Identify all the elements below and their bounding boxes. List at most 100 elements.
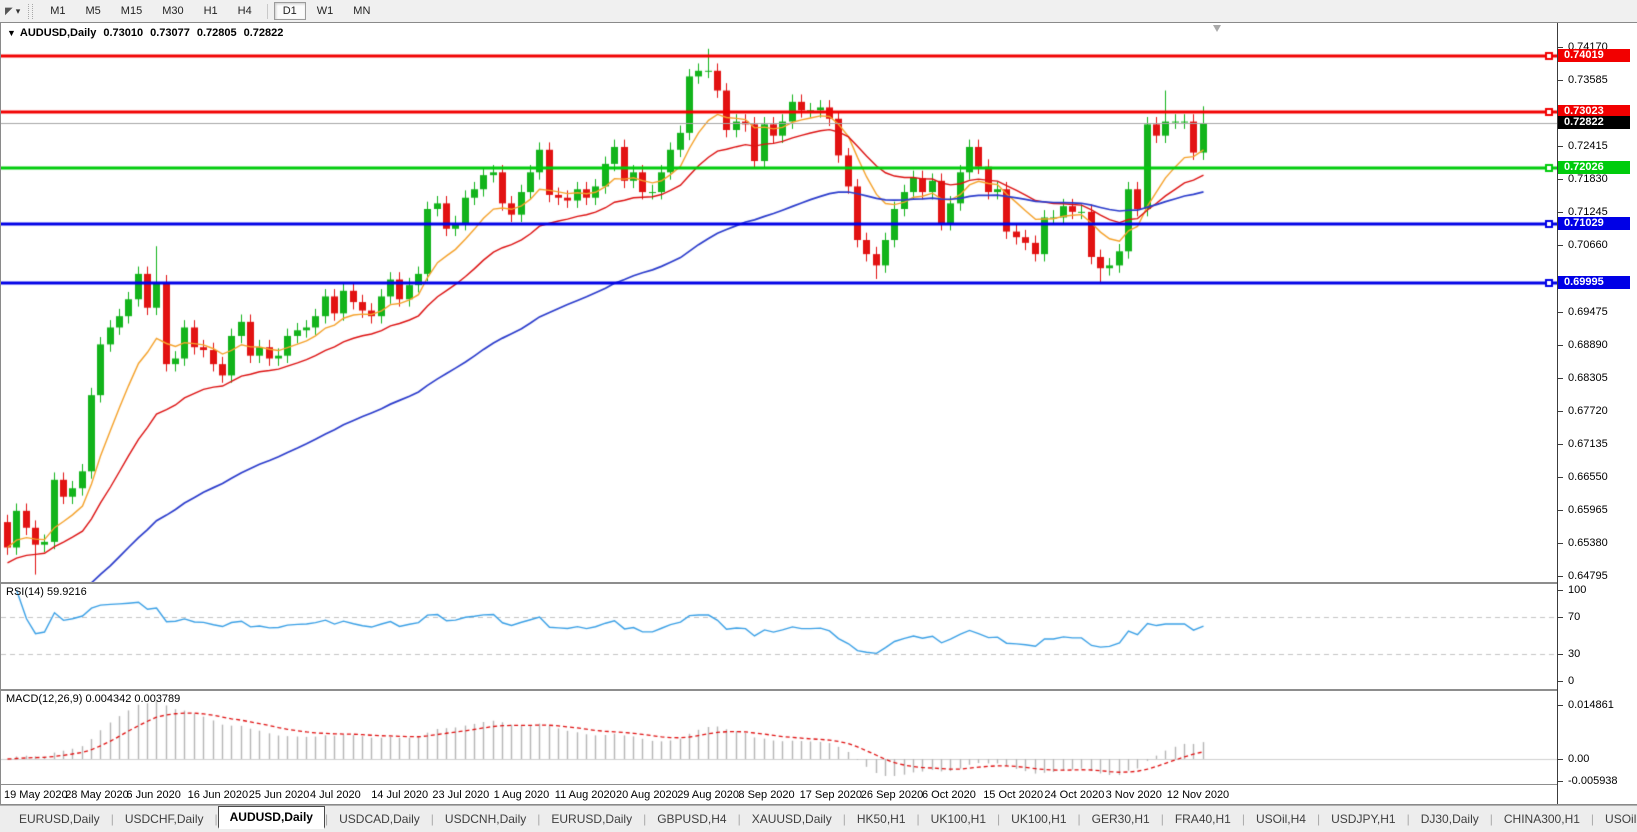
symbol-tab-gbpusd-h4[interactable]: GBPUSD,H4 (657, 812, 727, 826)
symbol-tab-usdjpy-h1[interactable]: USDJPY,H1 (1331, 812, 1396, 826)
price-axis-tickmark (1558, 146, 1563, 147)
date-axis-label: 6 Jun 2020 (126, 789, 181, 801)
cursor-tool-button[interactable]: ◤ ▾ (5, 6, 20, 17)
tab-separator: | (643, 812, 647, 826)
symbol-tab-usdchf-daily[interactable]: USDCHF,Daily (124, 812, 204, 826)
rsi-indicator-canvas[interactable] (1, 584, 1557, 691)
price-axis-tickmark (1558, 47, 1563, 48)
timeframe-button-m30[interactable]: M30 (162, 5, 184, 17)
rsi-axis-label: 0 (1568, 675, 1575, 687)
chart-window: ▼ AUDUSD,Daily 0.73010 0.73077 0.72805 0.7282… (0, 22, 1637, 805)
symbol-tab-eurusd-daily[interactable]: EURUSD,Daily (551, 812, 633, 826)
level-price-badge: 0.69995 (1558, 276, 1630, 289)
date-axis-label: 15 Oct 2020 (983, 789, 1044, 801)
collapse-chart-icon[interactable]: ▼ (7, 28, 16, 38)
symbol-tab-usdcnh-daily[interactable]: USDCNH,Daily (444, 812, 527, 826)
date-axis-label: 6 Oct 2020 (922, 789, 976, 801)
date-axis-label: 12 Nov 2020 (1166, 789, 1230, 801)
timeframe-button-m5[interactable]: M5 (85, 5, 101, 17)
price-axis-tickmark (1558, 245, 1563, 246)
symbol-tabbar: EURUSD,Daily | USDCHF,Daily | AUDUSD,Daily | U… (0, 805, 1637, 832)
price-axis-tick-label: 0.64795 (1568, 570, 1608, 582)
price-axis-tick-label: 0.73585 (1568, 74, 1608, 86)
symbol-tab-uk100-h1[interactable]: UK100,H1 (1011, 812, 1067, 826)
tab-separator: | (110, 812, 114, 826)
macd-axis-label: 0.00 (1568, 753, 1590, 765)
macd-indicator-canvas[interactable] (1, 691, 1557, 786)
price-chart-canvas[interactable] (1, 23, 1557, 584)
price-axis-tick-label: 0.67135 (1568, 438, 1608, 450)
macd-axis-tickmark (1558, 759, 1563, 760)
price-axis-tick-label: 0.68890 (1568, 339, 1608, 351)
symbol-tab-xauusd-daily[interactable]: XAUUSD,Daily (751, 812, 832, 826)
timeframe-button-d1[interactable]: D1 (273, 2, 306, 20)
tab-separator: | (997, 812, 1001, 826)
symbol-tab-ger30-h1[interactable]: GER30,H1 (1091, 812, 1150, 826)
date-axis-label: 1 Aug 2020 (493, 789, 550, 801)
chart-title: ▼ AUDUSD,Daily 0.73010 0.73077 0.72805 0.7282… (7, 27, 290, 39)
tab-separator: | (842, 812, 846, 826)
date-axis-label: 8 Sep 2020 (738, 789, 795, 801)
tab-separator: | (1489, 812, 1493, 826)
timeframe-button-w1[interactable]: W1 (316, 5, 334, 17)
chevron-down-icon: ▾ (15, 5, 21, 16)
symbol-tab-fra40-h1[interactable]: FRA40,H1 (1174, 812, 1231, 826)
symbol-tab-dj30-daily[interactable]: DJ30,Daily (1420, 812, 1479, 826)
level-price-badge: 0.72026 (1558, 161, 1630, 174)
date-axis-label: 29 Aug 2020 (677, 789, 739, 801)
level-price-badge: 0.74019 (1558, 49, 1630, 62)
symbol-tab-audusd-daily[interactable]: AUDUSD,Daily (217, 806, 325, 829)
symbol-tab-eurusd-daily[interactable]: EURUSD,Daily (19, 812, 100, 826)
timeframe-button-mn[interactable]: MN (353, 5, 371, 17)
price-rsi-separator[interactable] (1, 582, 1557, 584)
timeframe-button-group: M1 M5 M15 M30 H1 H4 D1 W1 MN (40, 2, 380, 20)
date-axis-label: 3 Nov 2020 (1105, 789, 1162, 801)
price-axis-tick-label: 0.71245 (1568, 206, 1608, 218)
price-axis-tickmark (1558, 212, 1563, 213)
macd-axis-label: 0.014861 (1568, 699, 1614, 711)
timeframe-button-h4[interactable]: H4 (237, 5, 252, 17)
timeframe-button-m1[interactable]: M1 (50, 5, 66, 17)
chart-close-value: 0.72822 (243, 27, 284, 39)
chart-open-value: 0.73010 (103, 27, 144, 39)
price-axis-tickmark (1558, 444, 1563, 445)
tab-separator: | (1241, 812, 1245, 826)
timeframe-button-m15[interactable]: M15 (120, 5, 143, 17)
price-axis-tickmark (1558, 510, 1563, 511)
symbol-tab-usoil-h4[interactable]: USOil,H4 (1255, 812, 1306, 826)
macd-label: MACD(12,26,9) 0.004342 0.003789 (6, 693, 181, 705)
symbol-tab-hk50-h1[interactable]: HK50,H1 (856, 812, 906, 826)
symbol-tab-usdcad-daily[interactable]: USDCAD,Daily (339, 812, 420, 826)
price-axis-tick-label: 0.69475 (1568, 306, 1608, 318)
rsi-axis-tickmark (1558, 590, 1563, 591)
macd-axis-label: -0.005938 (1568, 775, 1618, 787)
date-axis-label: 28 May 2020 (65, 789, 129, 801)
price-axis-tickmark (1558, 543, 1563, 544)
rsi-label: RSI(14) 59.9216 (6, 586, 87, 598)
symbol-tab-china300-h1[interactable]: CHINA300,H1 (1503, 812, 1580, 826)
rsi-axis-tickmark (1558, 617, 1563, 618)
current-price-badge: 0.72822 (1558, 116, 1630, 129)
tab-separator: | (1160, 812, 1164, 826)
chart-shift-marker-icon[interactable] (1213, 25, 1221, 32)
macd-axis-tickmark (1558, 781, 1563, 782)
date-axis-label: 24 Oct 2020 (1044, 789, 1105, 801)
tab-separator: | (1077, 812, 1081, 826)
date-axis-label: 26 Sep 2020 (860, 789, 924, 801)
tab-separator: | (737, 812, 741, 826)
toolbar-separator (266, 3, 268, 19)
symbol-tab-usoil-h1[interactable]: USOil,H1 (1605, 812, 1637, 826)
price-axis-tickmark (1558, 477, 1563, 478)
price-axis-tickmark (1558, 80, 1563, 81)
tab-separator: | (324, 812, 329, 826)
price-axis-tick-label: 0.65965 (1568, 504, 1608, 516)
date-axis-label: 20 Aug 2020 (616, 789, 678, 801)
rsi-axis-label: 30 (1568, 648, 1581, 660)
rsi-macd-separator[interactable] (1, 689, 1557, 691)
symbol-tab-uk100-h1[interactable]: UK100,H1 (930, 812, 987, 826)
price-axis-tick-label: 0.72415 (1568, 140, 1608, 152)
date-axis-label: 23 Jul 2020 (432, 789, 490, 801)
date-axis-label: 14 Jul 2020 (371, 789, 429, 801)
timeframe-button-h1[interactable]: H1 (203, 5, 218, 17)
price-axis-tick-label: 0.67720 (1568, 405, 1608, 417)
